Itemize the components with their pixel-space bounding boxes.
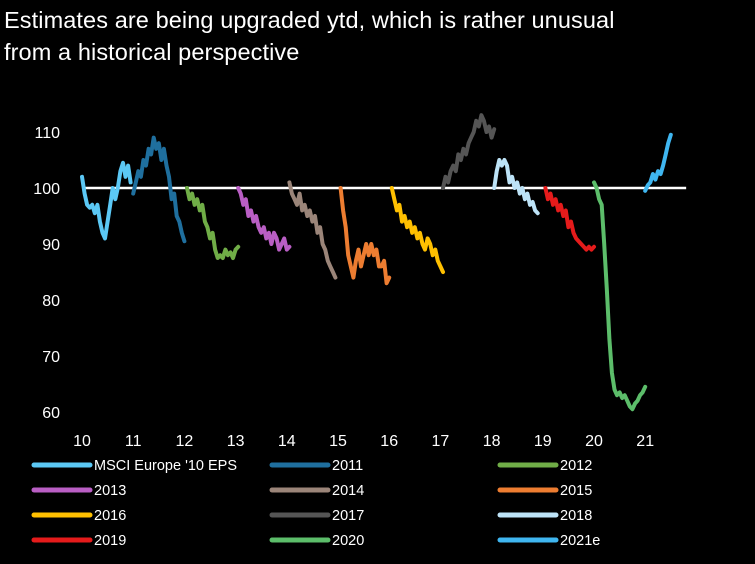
legend-item-2015: 2015 [500, 483, 592, 499]
series-line-2012 [187, 188, 238, 258]
y-tick-label: 80 [42, 293, 60, 310]
legend-item-msci-europe-10-eps: MSCI Europe '10 EPS [34, 458, 237, 474]
legend-label: 2013 [94, 483, 126, 499]
y-tick-label: 100 [33, 181, 60, 198]
x-tick-label: 21 [636, 433, 654, 450]
y-tick-label: 110 [34, 125, 60, 142]
chart-title-line-1: Estimates are being upgraded ytd, which … [4, 4, 749, 36]
legend-item-2016: 2016 [34, 508, 126, 524]
x-tick-label: 20 [585, 433, 603, 450]
legend-label: 2015 [560, 483, 592, 499]
eps-line-chart: 11010090807060 10 11 12 13 14 15 16 17 18 19 20 21 … [0, 0, 755, 564]
legend-label: 2011 [332, 458, 363, 474]
y-tick-label: 60 [42, 405, 60, 422]
x-tick-label: 15 [329, 433, 347, 450]
legend-item-2017: 2017 [272, 508, 364, 524]
legend-label: MSCI Europe '10 EPS [94, 458, 237, 474]
legend-label: 2014 [332, 483, 364, 499]
chart-title: Estimates are being upgraded ytd, which … [4, 4, 749, 68]
chart-title-line-2: from a historical perspective [4, 36, 749, 68]
legend-item-2020: 2020 [272, 533, 364, 549]
x-tick-label: 12 [176, 433, 194, 450]
x-tick-label: 10 [73, 433, 91, 450]
legend-item-2013: 2013 [34, 483, 126, 499]
x-tick-label: 14 [278, 433, 296, 450]
series-line-msci-europe-10-eps [82, 163, 131, 239]
x-tick-label: 17 [432, 433, 450, 450]
legend-item-2021e: 2021e [500, 533, 600, 549]
legend-label: 2018 [560, 508, 592, 524]
legend-label: 2020 [332, 533, 364, 549]
series-line-2021e [645, 135, 671, 191]
legend-label: 2012 [560, 458, 592, 474]
legend-label: 2021e [560, 533, 600, 549]
series-line-2015 [341, 188, 390, 283]
legend-item-2012: 2012 [500, 458, 592, 474]
series-line-2019 [545, 188, 594, 250]
legend-item-2011: 2011 [272, 458, 363, 474]
legend-item-2014: 2014 [272, 483, 364, 499]
series-line-2014 [289, 182, 335, 277]
series-line-2013 [238, 188, 289, 250]
legend-label: 2019 [94, 533, 126, 549]
series-line-2016 [392, 188, 443, 272]
x-tick-label: 13 [227, 433, 245, 450]
legend-item-2018: 2018 [500, 508, 592, 524]
legend-label: 2016 [94, 508, 126, 524]
legend-item-2019: 2019 [34, 533, 126, 549]
series-line-2011 [133, 138, 184, 242]
y-tick-label: 90 [42, 237, 60, 254]
x-tick-label: 16 [380, 433, 398, 450]
x-tick-label: 19 [534, 433, 552, 450]
x-tick-label: 11 [125, 433, 142, 450]
legend-label: 2017 [332, 508, 364, 524]
y-tick-label: 70 [42, 349, 60, 366]
series-line-2020 [594, 182, 645, 409]
series-line-2017 [443, 115, 494, 188]
x-tick-label: 18 [483, 433, 501, 450]
series-line-2018 [494, 160, 538, 213]
